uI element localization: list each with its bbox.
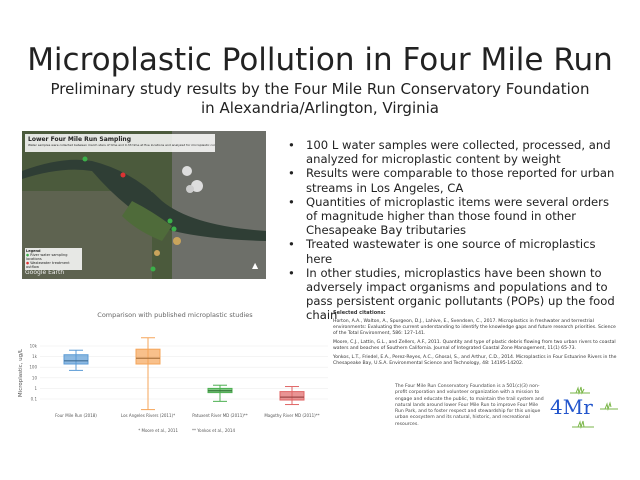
map-title-box: Lower Four Mile Run Sampling Water sampl…	[25, 134, 215, 152]
north-arrow-icon: ▲	[252, 261, 259, 270]
subtitle-line: Preliminary study results by the Four Mi…	[50, 80, 590, 98]
legend-label: River water sampling locations	[26, 253, 68, 261]
bullet-item: In other studies, microplastics have bee…	[288, 266, 623, 323]
logo-text: 4Mr	[550, 395, 593, 419]
map-watermark: Google Earth	[25, 269, 65, 276]
citation: Horton, A.A., Walton, A., Spurgeon, D.J.…	[333, 319, 616, 336]
x-tick-label: Los Angeles Rivers (2011)*	[121, 413, 175, 418]
findings-list: 100 L water samples were collected, proc…	[288, 138, 623, 323]
bullet-item: Treated wastewater is one source of micr…	[288, 237, 623, 265]
legend-item: ● Wastewater treatment outflow	[26, 261, 70, 269]
x-tick-label: Patuxent River MD (2011)**	[192, 413, 248, 418]
map-title: Lower Four Mile Run Sampling	[28, 136, 131, 143]
legend-title: Legend	[26, 249, 41, 253]
footnote-2: ** Yonkos et al., 2014	[192, 428, 235, 433]
legend-label: Wastewater treatment outflow	[26, 261, 70, 269]
foundation-logo: 4Mr	[550, 383, 620, 433]
y-tick-label: 100	[29, 365, 37, 370]
box	[279, 391, 305, 401]
box	[135, 348, 161, 365]
y-tick-label: 10k	[30, 344, 38, 349]
y-tick-label: 0.1	[31, 397, 38, 402]
citation: Moore, C.J., Lattin, G.L., and Zellers, …	[333, 340, 616, 351]
citations: Selected citations: Horton, A.A., Walton…	[333, 310, 618, 370]
x-tick-label: Four Mile Run (2018)	[55, 413, 97, 418]
page-title: Microplastic Pollution in Four Mile Run	[27, 42, 613, 78]
y-tick-label: 1k	[32, 354, 38, 359]
subtitle-line: in Alexandria/Arlington, Virginia	[201, 99, 439, 117]
bullet-item: Results were comparable to those reporte…	[288, 166, 623, 194]
legend-item: ● River water sampling locations	[26, 253, 68, 261]
grass-icon	[570, 386, 618, 429]
y-tick-label: 10	[32, 375, 38, 380]
map-caption: Water samples were collected between mar…	[28, 143, 215, 147]
citations-heading: Selected citations:	[333, 310, 386, 316]
box	[63, 354, 89, 365]
y-axis-label: Microplastic, ug/L	[18, 348, 24, 397]
bullet-item: 100 L water samples were collected, proc…	[288, 138, 623, 166]
footnote-1: * Moore et al., 2011	[138, 428, 178, 433]
subtitle: Preliminary study results by the Four Mi…	[0, 80, 640, 118]
x-tick-label: Magothy River MD (2011)**	[264, 413, 319, 418]
chart-title: Comparison with published microplastic s…	[97, 311, 253, 319]
map-legend: Legend ● River water sampling locations …	[25, 248, 82, 270]
y-tick-label: 1	[34, 386, 37, 391]
foundation-description: The Four Mile Run Conservatory Foundatio…	[395, 384, 544, 427]
box-plot-chart: Comparison with published microplastic s…	[18, 311, 328, 433]
sampling-map: Lower Four Mile Run Sampling Water sampl…	[22, 131, 266, 279]
bullet-item: Quantities of microplastic items were se…	[288, 195, 623, 238]
citation: Yonkos, L.T., Friedel, E.A., Perez-Reyes…	[333, 355, 617, 366]
